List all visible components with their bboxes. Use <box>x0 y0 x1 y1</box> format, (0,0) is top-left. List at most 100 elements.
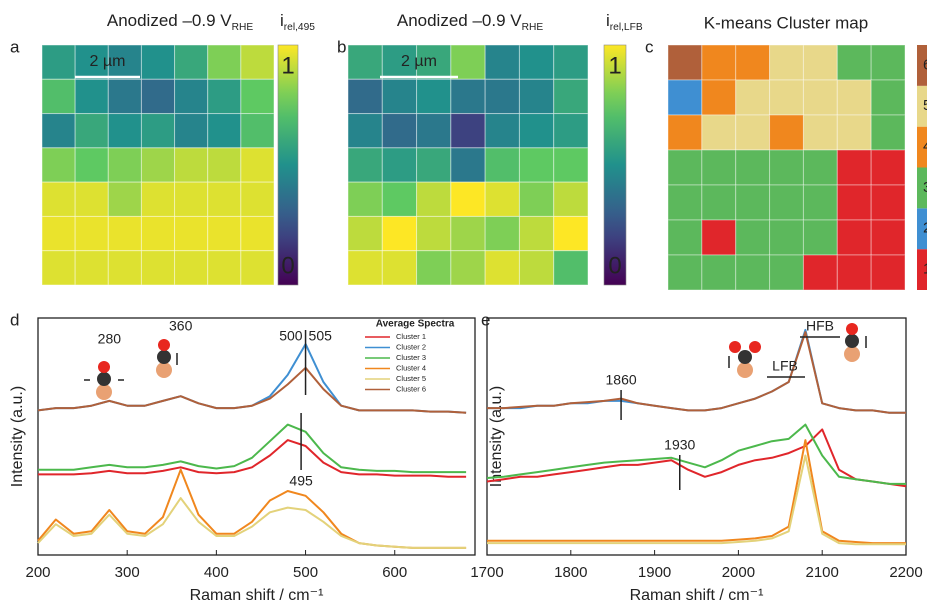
band-label: LFB <box>772 358 798 374</box>
heatmap-cell <box>41 250 76 286</box>
heatmap-cell <box>347 181 383 217</box>
legend-label: Cluster 1 <box>396 332 426 341</box>
spectrum-line <box>487 439 906 545</box>
heatmap-cell <box>41 44 76 80</box>
heatmap-cell <box>207 181 242 217</box>
heatmap-cell <box>484 250 520 286</box>
heatmap-cell <box>140 78 176 115</box>
heatmap-cell <box>174 181 209 217</box>
legend-label: Cluster 2 <box>396 342 426 351</box>
heatmap-cell <box>518 215 555 252</box>
heatmap-cell <box>174 147 209 183</box>
x-tick-label: 400 <box>204 564 229 581</box>
heatmap-cell <box>484 78 520 115</box>
heatmap-cell <box>416 250 452 286</box>
heatmap-cell <box>450 78 486 115</box>
heatmap-cell <box>240 78 275 115</box>
heatmap-cell <box>450 147 486 183</box>
heatmap-cell <box>484 147 520 183</box>
plot-frame <box>37 317 476 556</box>
heatmap-cell <box>41 147 76 183</box>
cluster-cell <box>836 79 872 116</box>
colorbar-tick-label: 4 <box>923 138 927 155</box>
cluster-cell <box>667 79 703 116</box>
cluster-cell <box>769 79 804 116</box>
title: Anodized –0.9 VRHE <box>107 11 253 32</box>
panel-label: b <box>337 37 346 56</box>
cluster-cell <box>836 254 872 291</box>
colorbar-tick-label: 1 <box>608 52 621 79</box>
cluster-cell <box>735 254 771 291</box>
heatmap-cell <box>174 113 209 149</box>
heatmap-cell <box>381 250 418 286</box>
x-tick-label: 600 <box>382 564 407 581</box>
heatmap-cell <box>107 44 142 80</box>
heatmap-cell <box>74 250 109 286</box>
heatmap-cell <box>41 181 76 217</box>
cluster-cell <box>802 114 838 151</box>
cluster-cell <box>802 149 838 186</box>
cluster-cell <box>701 184 737 221</box>
heatmap-cell <box>347 250 383 286</box>
heatmap-cell <box>484 215 520 252</box>
title-text: Anodized –0.9 V <box>397 11 522 30</box>
cluster-cell <box>735 79 771 116</box>
cluster-cell <box>870 184 906 221</box>
heatmap-cell <box>140 181 176 217</box>
cluster-cell <box>870 254 906 291</box>
heatmap-cell <box>553 78 589 115</box>
heatmap-cell <box>41 78 76 115</box>
cluster-cell <box>836 184 872 221</box>
colorbar-tick-label: 3 <box>923 179 927 196</box>
cluster-cell <box>836 149 872 186</box>
panel-label: e <box>481 310 490 329</box>
colorbar-tick-label: 1 <box>281 52 294 79</box>
x-tick-label: 1800 <box>554 564 587 581</box>
cluster-cell <box>802 79 838 116</box>
colorbar-segment <box>917 45 927 86</box>
heatmap-cell <box>140 147 176 183</box>
heatmap-cell <box>347 44 383 80</box>
heatmap-cell <box>553 147 589 183</box>
colorbar-tick-label: 0 <box>281 252 294 279</box>
heatmap-cell <box>381 147 418 183</box>
heatmap-cell <box>416 78 452 115</box>
legend-title: Average Spectra <box>376 319 455 330</box>
colorbar-tick-label: 1 <box>923 261 927 278</box>
cluster-cell <box>701 219 737 256</box>
cluster-cell <box>735 184 771 221</box>
colorbar-segment <box>917 85 927 127</box>
heatmap-cell <box>347 113 383 149</box>
heatmap-cell <box>240 181 275 217</box>
heatmap-cell <box>107 250 142 286</box>
colorbar <box>603 44 627 286</box>
heatmap-cell <box>381 113 418 149</box>
cluster-cell <box>802 44 838 81</box>
x-tick-label: 300 <box>115 564 140 581</box>
heatmap-cell <box>240 147 275 183</box>
title: Anodized –0.9 VRHE <box>397 11 543 32</box>
cluster-cell <box>836 44 872 81</box>
title-subscript: rel,495 <box>284 22 315 33</box>
heatmap-cell <box>484 44 520 80</box>
title: K-means Cluster map <box>704 13 868 32</box>
cluster-cell <box>701 44 737 81</box>
heatmap-cell <box>347 78 383 115</box>
cluster-cell <box>667 44 703 81</box>
heatmap-cell <box>107 113 142 149</box>
cluster-cell <box>667 219 703 256</box>
heatmap-cell <box>381 215 418 252</box>
heatmap-cell <box>207 250 242 286</box>
y-axis-label: Intensity (a.u.) <box>9 386 26 487</box>
heatmap-cell <box>107 78 142 115</box>
title-subscript: rel,LFB <box>610 22 643 33</box>
heatmap-cell <box>518 78 555 115</box>
cluster-cell <box>667 149 703 186</box>
heatmap-cell <box>381 181 418 217</box>
heatmap-cell <box>207 78 242 115</box>
peak-label: 1860 <box>606 372 637 388</box>
panel-label: a <box>10 37 20 56</box>
cluster-cell <box>870 44 906 81</box>
peak-label: 1930 <box>664 437 695 453</box>
